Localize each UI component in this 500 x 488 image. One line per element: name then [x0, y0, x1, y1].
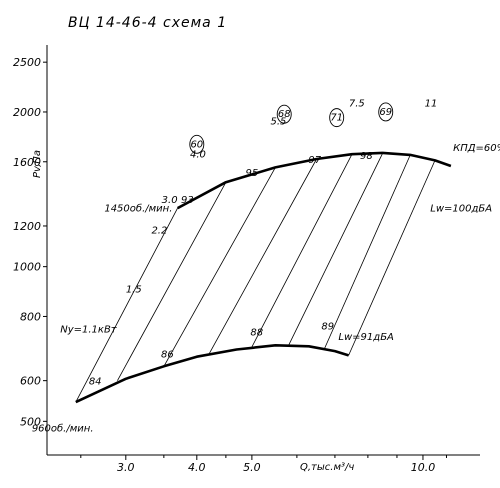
circled-label-ring: [276, 104, 292, 124]
x-tick-label: 10.0: [411, 461, 436, 474]
y-tick-label: 2500: [13, 56, 41, 69]
circled-label-text: 60: [190, 139, 203, 150]
power-label: 11: [425, 98, 438, 109]
point-label: 84: [89, 376, 102, 387]
annotation-text: 1450об./мин.: [104, 203, 172, 215]
efficiency-line: [163, 167, 276, 367]
efficiency-line: [117, 182, 227, 381]
power-label: 1.5: [126, 285, 142, 296]
y-tick-label: 2000: [13, 106, 41, 119]
circled-labels: 60 68 71 69: [189, 102, 394, 154]
x-axis-ticks: 3.0 4.0 5.0 10.0: [80, 455, 447, 474]
power-label: 7.5: [349, 98, 365, 109]
y-axis-ticks: 2500 2000 1600 1200 1000 800 600 500: [13, 56, 47, 428]
axes: [46, 45, 480, 456]
efficiency-line: [251, 154, 353, 348]
point-labels: 93 95 97 98 84 86 88 89: [89, 151, 373, 387]
x-axis-label: Q,тыс.м³/ч: [300, 462, 354, 473]
chart-title: ВЦ 14-46-4 схема 1: [68, 15, 227, 31]
power-label: 5.5: [270, 117, 286, 128]
power-label: 3.0: [162, 195, 178, 206]
circled-label-ring: [378, 102, 394, 122]
efficiency-lines: [75, 152, 436, 403]
y-tick-label: 1000: [13, 261, 41, 274]
circled-label-text: 68: [278, 109, 291, 120]
annotation-text: КПД=60%: [453, 143, 500, 154]
power-label: 4.0: [190, 150, 206, 161]
point-label: 98: [360, 151, 373, 162]
performance-curves: [75, 151, 452, 404]
efficiency-line: [288, 152, 384, 346]
x-tick-label: 3.0: [117, 461, 135, 474]
point-label: 89: [321, 321, 334, 332]
power-label: 2.2: [151, 226, 167, 237]
point-label: 86: [161, 350, 174, 361]
power-labels: 1.5 2.2 3.0 4.0 5.5 7.5 11: [126, 98, 438, 295]
circled-label-ring: [189, 134, 205, 154]
efficiency-line: [208, 158, 317, 355]
point-label: 93: [181, 195, 194, 206]
y-tick-label: 500: [20, 415, 41, 428]
circled-label-text: 69: [379, 107, 392, 118]
y-axis-label: Pv,Па: [32, 150, 43, 178]
efficiency-line: [75, 207, 178, 403]
annotation-text: 960об./мин.: [32, 422, 94, 434]
y-tick-label: 600: [20, 375, 41, 388]
x-tick-label: 4.0: [188, 461, 206, 474]
y-tick-label: 800: [20, 310, 41, 323]
circled-label-text: 71: [330, 113, 343, 124]
annotation-text: Ny=1.1кВт: [60, 324, 118, 335]
series-curve: [176, 151, 452, 210]
circled-label-ring: [329, 108, 345, 128]
y-tick-label: 1600: [13, 156, 41, 169]
annotations: Ny=1.1кВт Lw=100дБА Lw=91дБА КПД=60% 1450об.…: [32, 143, 500, 435]
y-tick-label: 1200: [13, 220, 41, 233]
x-tick-label: 5.0: [243, 461, 261, 474]
annotation-text: Lw=91дБА: [338, 332, 394, 343]
annotation-text: Lw=100дБА: [430, 204, 492, 215]
point-label: 97: [308, 155, 321, 166]
efficiency-line: [348, 160, 436, 356]
point-label: 95: [246, 168, 259, 179]
efficiency-line: [323, 154, 411, 350]
point-label: 88: [250, 327, 263, 338]
series-curve: [75, 344, 349, 404]
